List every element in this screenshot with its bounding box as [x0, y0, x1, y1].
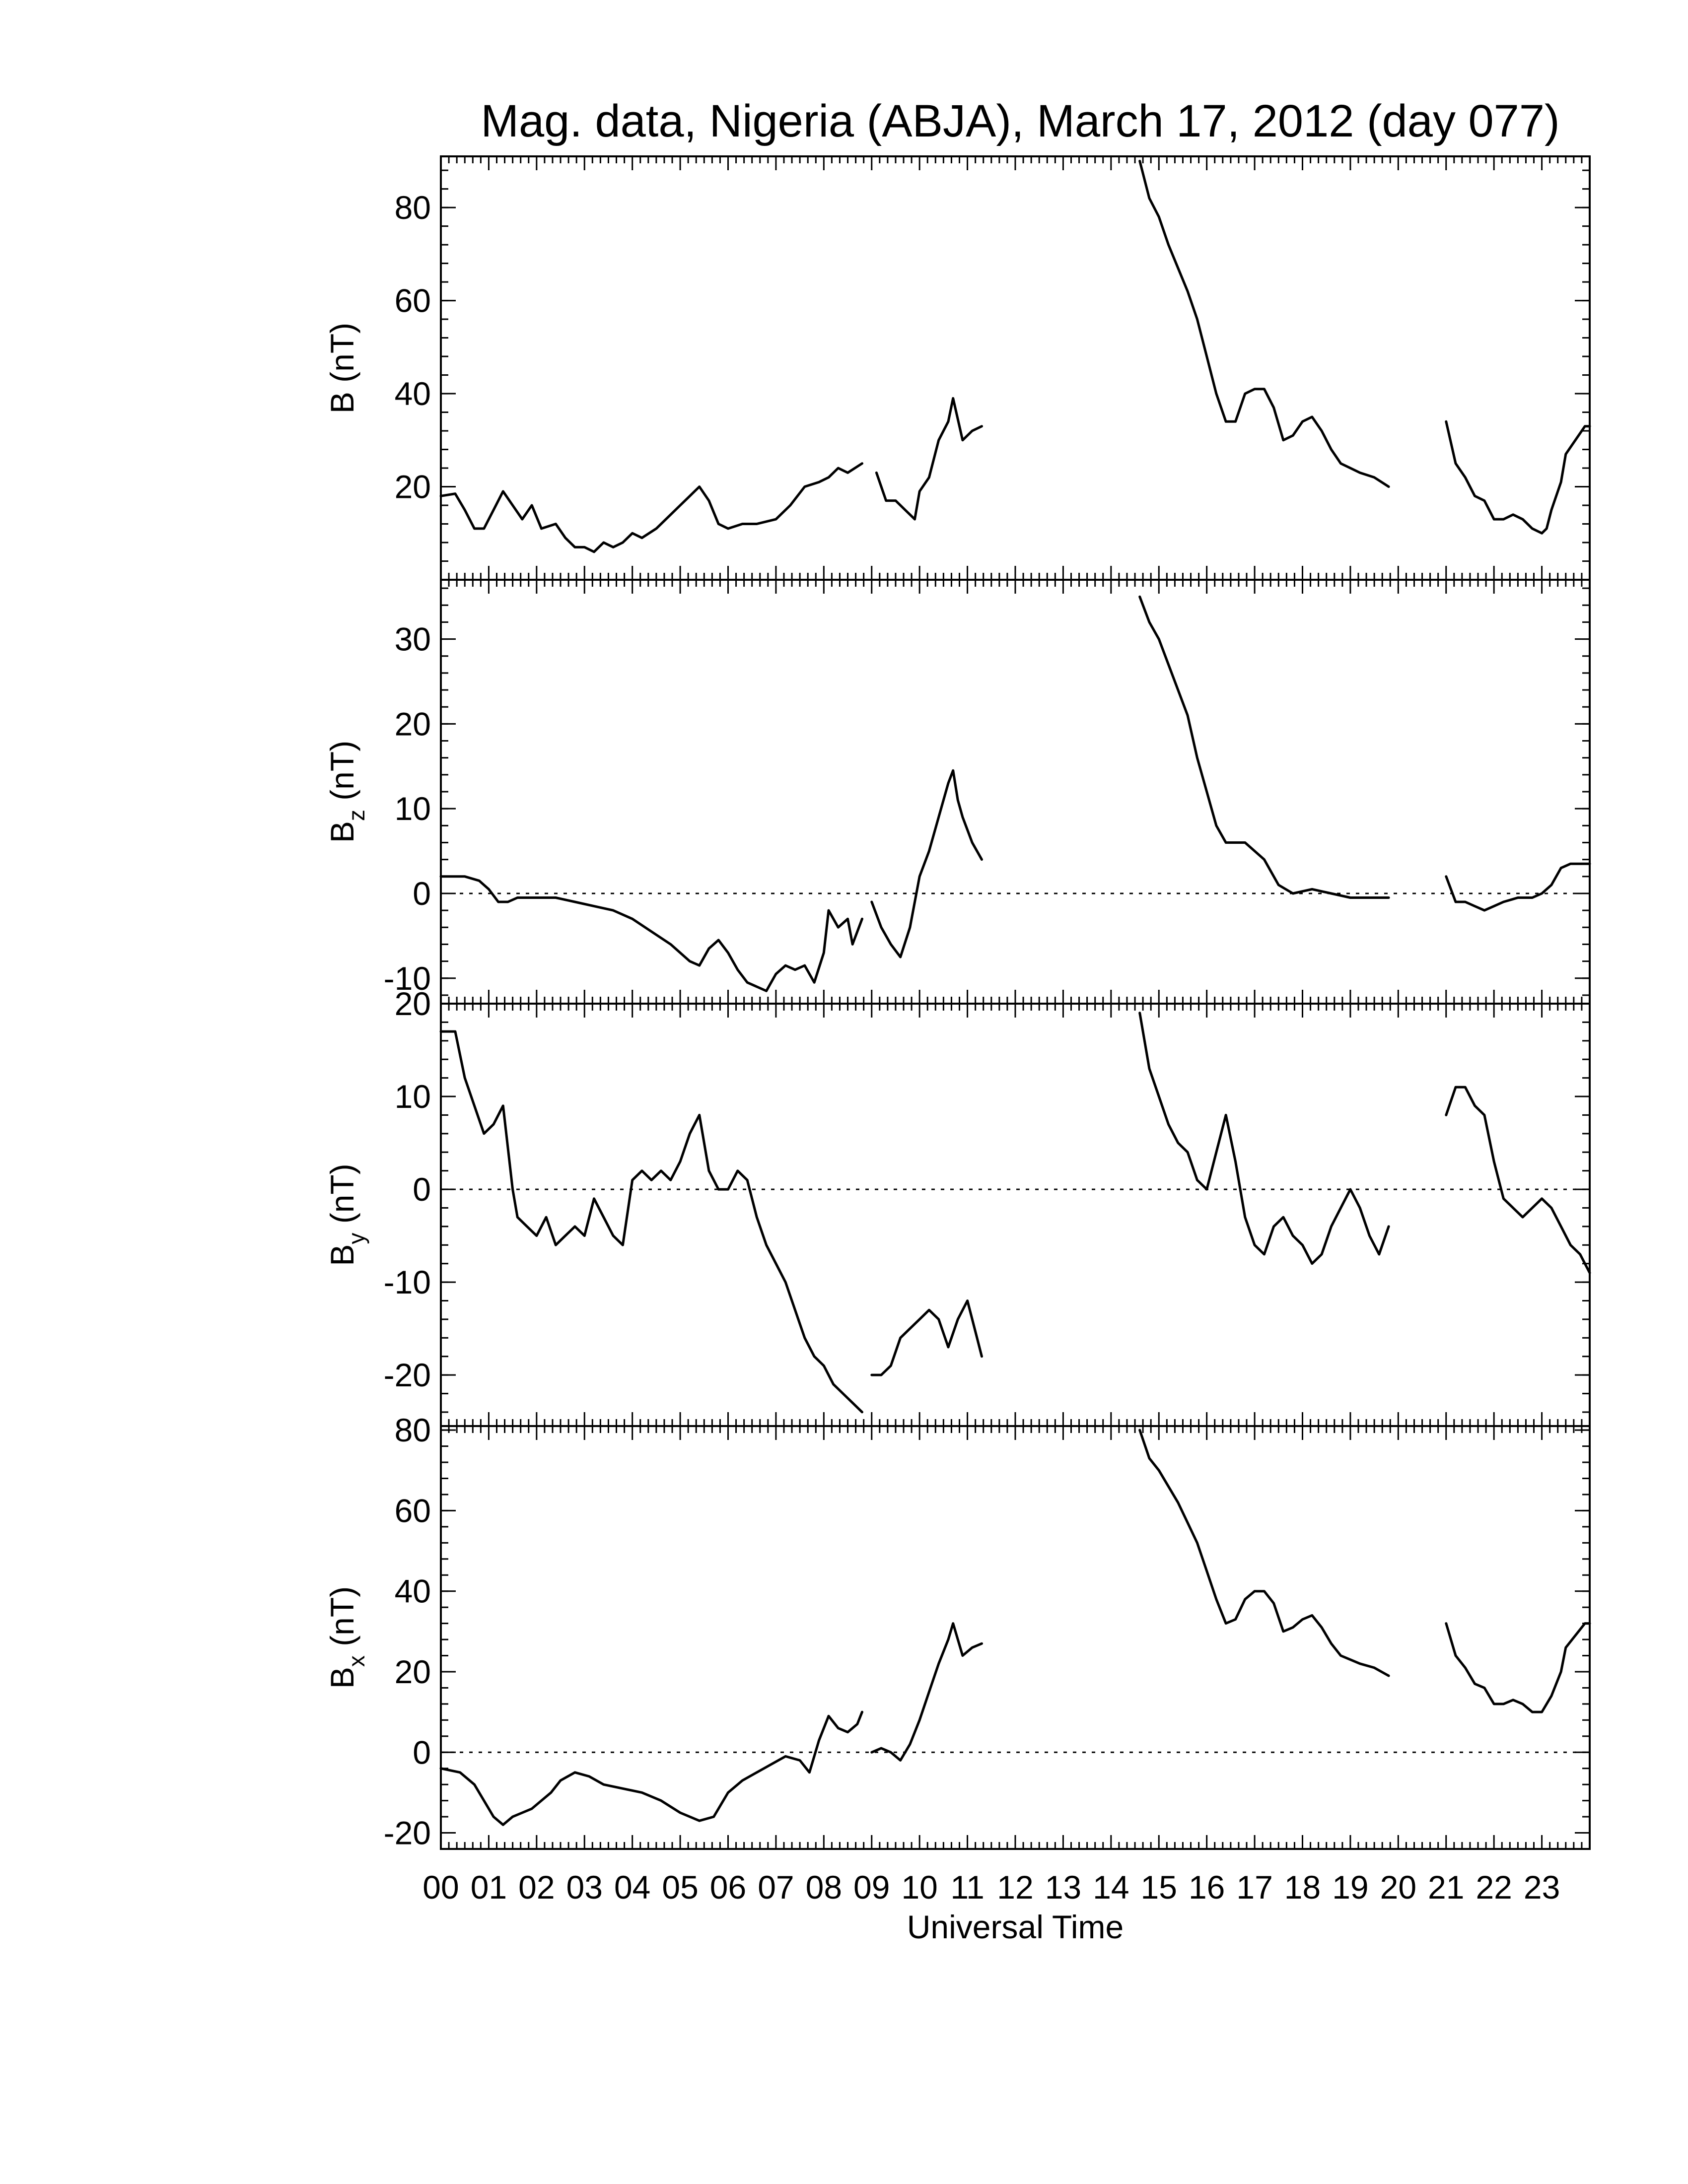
series-segment-2 — [870, 769, 983, 958]
panel-bx: -20 0 20 40 60 80 Bx (nT) — [324, 1412, 1591, 1851]
series-segment-1 — [439, 1030, 863, 1414]
y-tick-label: 0 — [413, 1734, 431, 1771]
x-tick-label: 19 — [1332, 1869, 1368, 1906]
series-segment-1 — [439, 462, 863, 553]
y-tick-label: 0 — [413, 875, 431, 912]
y-tick-label: -20 — [384, 1815, 431, 1851]
y-axis-label-bx: Bx (nT) — [324, 1586, 369, 1689]
x-tick-label: 16 — [1189, 1869, 1225, 1906]
panel-by: -20 -10 0 10 20 By (nT) — [324, 985, 1591, 1427]
x-tick-label: 00 — [422, 1869, 459, 1906]
x-ticks — [440, 1004, 1591, 1426]
y-tick-label: 20 — [395, 985, 431, 1022]
x-tick-label: 01 — [471, 1869, 507, 1906]
x-tick-label: 23 — [1524, 1869, 1560, 1906]
x-tick-label: 05 — [662, 1869, 698, 1906]
panels: 20 40 60 80 B (nT) -10 0 10 20 30 Bz (nT) -20 -10 0 10… — [324, 155, 1591, 1851]
x-tick-label: 20 — [1380, 1869, 1416, 1906]
y-tick-label: 0 — [413, 1171, 431, 1208]
series-segment-2 — [870, 1622, 983, 1762]
y-axis-label-by: By (nT) — [324, 1163, 369, 1266]
series-segment-3 — [1138, 159, 1390, 488]
series-segment-1 — [439, 1710, 863, 1826]
y-tick-label: 60 — [395, 282, 431, 319]
y-tick-label: 30 — [395, 621, 431, 658]
y-tick-label: 10 — [395, 1078, 431, 1115]
y-tick-label: 60 — [395, 1492, 431, 1529]
x-ticks — [440, 1426, 1591, 1849]
panel-bz: -10 0 10 20 30 Bz (nT) — [324, 579, 1591, 1005]
y-tick-label: 10 — [395, 790, 431, 827]
panel-b: 20 40 60 80 B (nT) — [324, 155, 1591, 581]
y-axis-label-b: B (nT) — [324, 323, 360, 413]
y-tick-label: -10 — [384, 960, 431, 997]
series-segment-3 — [1138, 1012, 1390, 1265]
x-tick-label: 11 — [950, 1869, 985, 1906]
y-tick-label: 40 — [395, 375, 431, 412]
chart-title: Mag. data, Nigeria (ABJA), March 17, 201… — [481, 96, 1559, 146]
x-tick-labels: 00 01 02 03 04 05 06 07 08 09 10 11 12 13 14 15 16 17 18 19… — [422, 1869, 1560, 1906]
series-segment-2 — [870, 1299, 983, 1376]
x-tick-label: 22 — [1476, 1869, 1512, 1906]
y-axis-label-bz: Bz (nT) — [324, 741, 369, 843]
series-segment-4 — [1445, 862, 1591, 912]
x-axis-label: Universal Time — [907, 1909, 1124, 1945]
x-ticks — [440, 580, 1591, 1004]
series-segment-4 — [1445, 1086, 1591, 1274]
y-tick-label: 20 — [395, 705, 431, 742]
series-segment-1 — [439, 875, 863, 992]
plot-frame — [440, 579, 1591, 1005]
y-tick-label: 20 — [395, 469, 431, 505]
y-tick-label: -10 — [384, 1264, 431, 1300]
y-tick-label: 80 — [395, 1412, 431, 1448]
y-ticks: -20 0 20 40 60 80 — [384, 1412, 1590, 1851]
x-tick-label: 02 — [518, 1869, 555, 1906]
y-ticks: -20 -10 0 10 20 — [384, 985, 1590, 1413]
y-tick-label: 80 — [395, 189, 431, 226]
x-tick-label: 03 — [566, 1869, 603, 1906]
y-tick-label: 40 — [395, 1573, 431, 1610]
y-tick-label: -20 — [384, 1357, 431, 1393]
y-ticks: -10 0 10 20 30 — [384, 587, 1590, 997]
x-ticks — [440, 156, 1591, 580]
x-tick-label: 10 — [901, 1869, 937, 1906]
series-segment-3 — [1138, 1429, 1390, 1677]
x-tick-label: 04 — [614, 1869, 650, 1906]
series-segment-2 — [875, 397, 983, 521]
plot-frame — [440, 1003, 1591, 1427]
plot-frame — [440, 1425, 1591, 1850]
x-tick-label: 12 — [997, 1869, 1033, 1906]
x-tick-label: 17 — [1236, 1869, 1272, 1906]
x-tick-label: 21 — [1428, 1869, 1464, 1906]
x-tick-label: 14 — [1093, 1869, 1129, 1906]
y-ticks: 20 40 60 80 — [395, 169, 1590, 581]
x-tick-label: 15 — [1141, 1869, 1177, 1906]
x-tick-label: 06 — [710, 1869, 746, 1906]
x-tick-label: 08 — [806, 1869, 842, 1906]
x-tick-label: 18 — [1284, 1869, 1321, 1906]
y-tick-label: 20 — [395, 1653, 431, 1690]
x-tick-label: 13 — [1045, 1869, 1081, 1906]
x-tick-label: 07 — [758, 1869, 794, 1906]
series-segment-4 — [1445, 1622, 1591, 1713]
series-segment-4 — [1445, 420, 1591, 535]
plot-frame — [440, 155, 1591, 581]
x-tick-label: 09 — [853, 1869, 890, 1906]
series-segment-3 — [1138, 595, 1390, 899]
